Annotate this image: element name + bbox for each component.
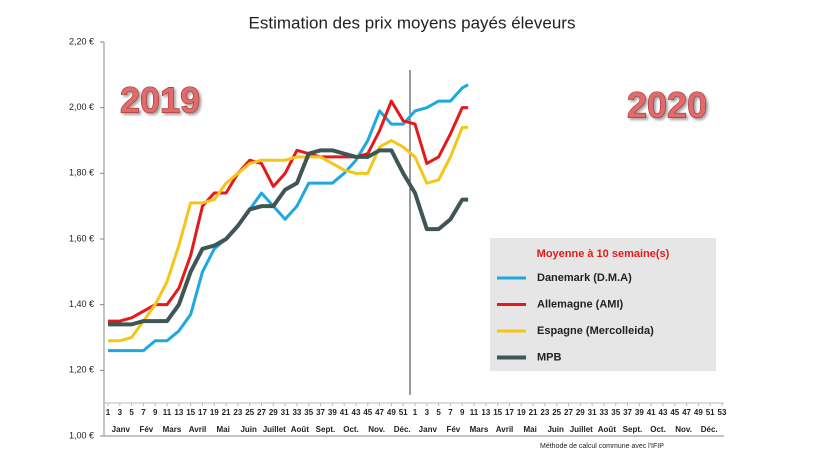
month-label: Janv: [419, 425, 438, 434]
y-tick-label: 1,40 €: [69, 299, 94, 309]
x-tick-label: 3: [425, 408, 430, 417]
x-tick-label: 51: [706, 408, 715, 417]
x-tick-label: 41: [340, 408, 349, 417]
x-tick-label: 7: [448, 408, 453, 417]
x-tick-label: 15: [493, 408, 502, 417]
legend-label: Danemark (D.M.A): [537, 272, 632, 284]
y-tick-label: 1,60 €: [69, 233, 94, 243]
x-tick-label: 45: [670, 408, 679, 417]
x-tick-label: 15: [186, 408, 195, 417]
month-label: Fév: [139, 425, 153, 434]
x-tick-label: 21: [222, 408, 231, 417]
x-tick-label: 43: [352, 408, 361, 417]
x-tick-label: 39: [328, 408, 337, 417]
x-tick-label: 47: [682, 408, 691, 417]
x-tick-label: 19: [210, 408, 219, 417]
month-label: Oct.: [650, 425, 666, 434]
x-tick-label: 51: [399, 408, 408, 417]
x-tick-label: 33: [599, 408, 608, 417]
x-tick-label: 9: [153, 408, 158, 417]
x-tick-label: 49: [694, 408, 703, 417]
x-tick-label: 53: [718, 408, 727, 417]
x-tick-label: 25: [245, 408, 254, 417]
month-label: Nov.: [675, 425, 692, 434]
chart-title: Estimation des prix moyens payés éleveur…: [249, 13, 576, 32]
x-tick-label: 21: [529, 408, 538, 417]
x-tick-label: 17: [198, 408, 207, 417]
month-label: Mai: [523, 425, 536, 434]
series-line: [108, 148, 469, 327]
x-tick-label: 25: [552, 408, 561, 417]
y-tick-label: 2,20 €: [69, 36, 94, 46]
footnote: Méthode de calcul commune avec l'IFIP: [540, 443, 664, 450]
x-tick-label: 49: [387, 408, 396, 417]
x-tick-label: 13: [481, 408, 490, 417]
legend-title: Moyenne à 10 semaine(s): [537, 248, 670, 260]
x-tick-label: 41: [647, 408, 656, 417]
month-label: Mars: [470, 425, 489, 434]
month-label: Mars: [163, 425, 182, 434]
x-tick-label: 23: [233, 408, 242, 417]
x-tick-label: 31: [281, 408, 290, 417]
x-tick-label: 35: [611, 408, 620, 417]
month-label: Sept.: [316, 425, 336, 434]
series-line: [108, 83, 469, 353]
legend-label: Espagne (Mercolleida): [537, 325, 654, 337]
month-label: Juillet: [263, 425, 286, 434]
x-tick-label: 1: [413, 408, 418, 417]
month-label: Mai: [216, 425, 229, 434]
x-tick-label: 19: [517, 408, 526, 417]
y-tick-label: 2,00 €: [69, 102, 94, 112]
x-tick-label: 5: [129, 408, 134, 417]
y-tick-label: 1,00 €: [69, 430, 94, 440]
x-tick-label: 33: [292, 408, 301, 417]
x-tick-label: 9: [460, 408, 465, 417]
month-label: Nov.: [368, 425, 385, 434]
x-tick-label: 45: [363, 408, 372, 417]
month-label: Avril: [496, 425, 514, 434]
x-tick-label: 47: [375, 408, 384, 417]
year-annotation: 2019: [120, 80, 200, 121]
legend-box: [490, 238, 716, 371]
x-tick-label: 1: [106, 408, 111, 417]
x-tick-label: 29: [576, 408, 585, 417]
series-line: [108, 125, 469, 343]
month-label: Août: [598, 425, 617, 434]
legend-label: MPB: [537, 351, 562, 363]
x-tick-label: 7: [141, 408, 146, 417]
legend-label: Allemagne (AMI): [537, 298, 624, 310]
month-label: Juillet: [570, 425, 593, 434]
x-tick-label: 31: [588, 408, 597, 417]
x-tick-label: 35: [304, 408, 313, 417]
x-tick-label: 3: [118, 408, 123, 417]
month-label: Avril: [189, 425, 207, 434]
x-tick-label: 37: [316, 408, 325, 417]
year-annotation: 2020: [627, 85, 707, 126]
x-tick-label: 43: [659, 408, 668, 417]
month-label: Fév: [446, 425, 460, 434]
month-label: Août: [291, 425, 310, 434]
month-label: Janv: [112, 425, 131, 434]
x-tick-label: 5: [436, 408, 441, 417]
x-tick-label: 27: [564, 408, 573, 417]
x-tick-label: 17: [505, 408, 514, 417]
x-tick-label: 39: [635, 408, 644, 417]
month-label: Déc.: [394, 425, 411, 434]
x-tick-label: 27: [257, 408, 266, 417]
month-label: Juin: [240, 425, 257, 434]
series-line: [108, 99, 469, 323]
y-tick-label: 1,80 €: [69, 168, 94, 178]
month-label: Juin: [547, 425, 564, 434]
x-tick-label: 37: [623, 408, 632, 417]
x-tick-label: 13: [174, 408, 183, 417]
x-tick-label: 29: [269, 408, 278, 417]
month-label: Oct.: [343, 425, 359, 434]
x-tick-label: 11: [470, 408, 479, 417]
month-label: Déc.: [701, 425, 718, 434]
y-tick-label: 1,20 €: [69, 365, 94, 375]
month-label: Sept.: [623, 425, 643, 434]
x-tick-label: 23: [540, 408, 549, 417]
x-tick-label: 11: [163, 408, 172, 417]
